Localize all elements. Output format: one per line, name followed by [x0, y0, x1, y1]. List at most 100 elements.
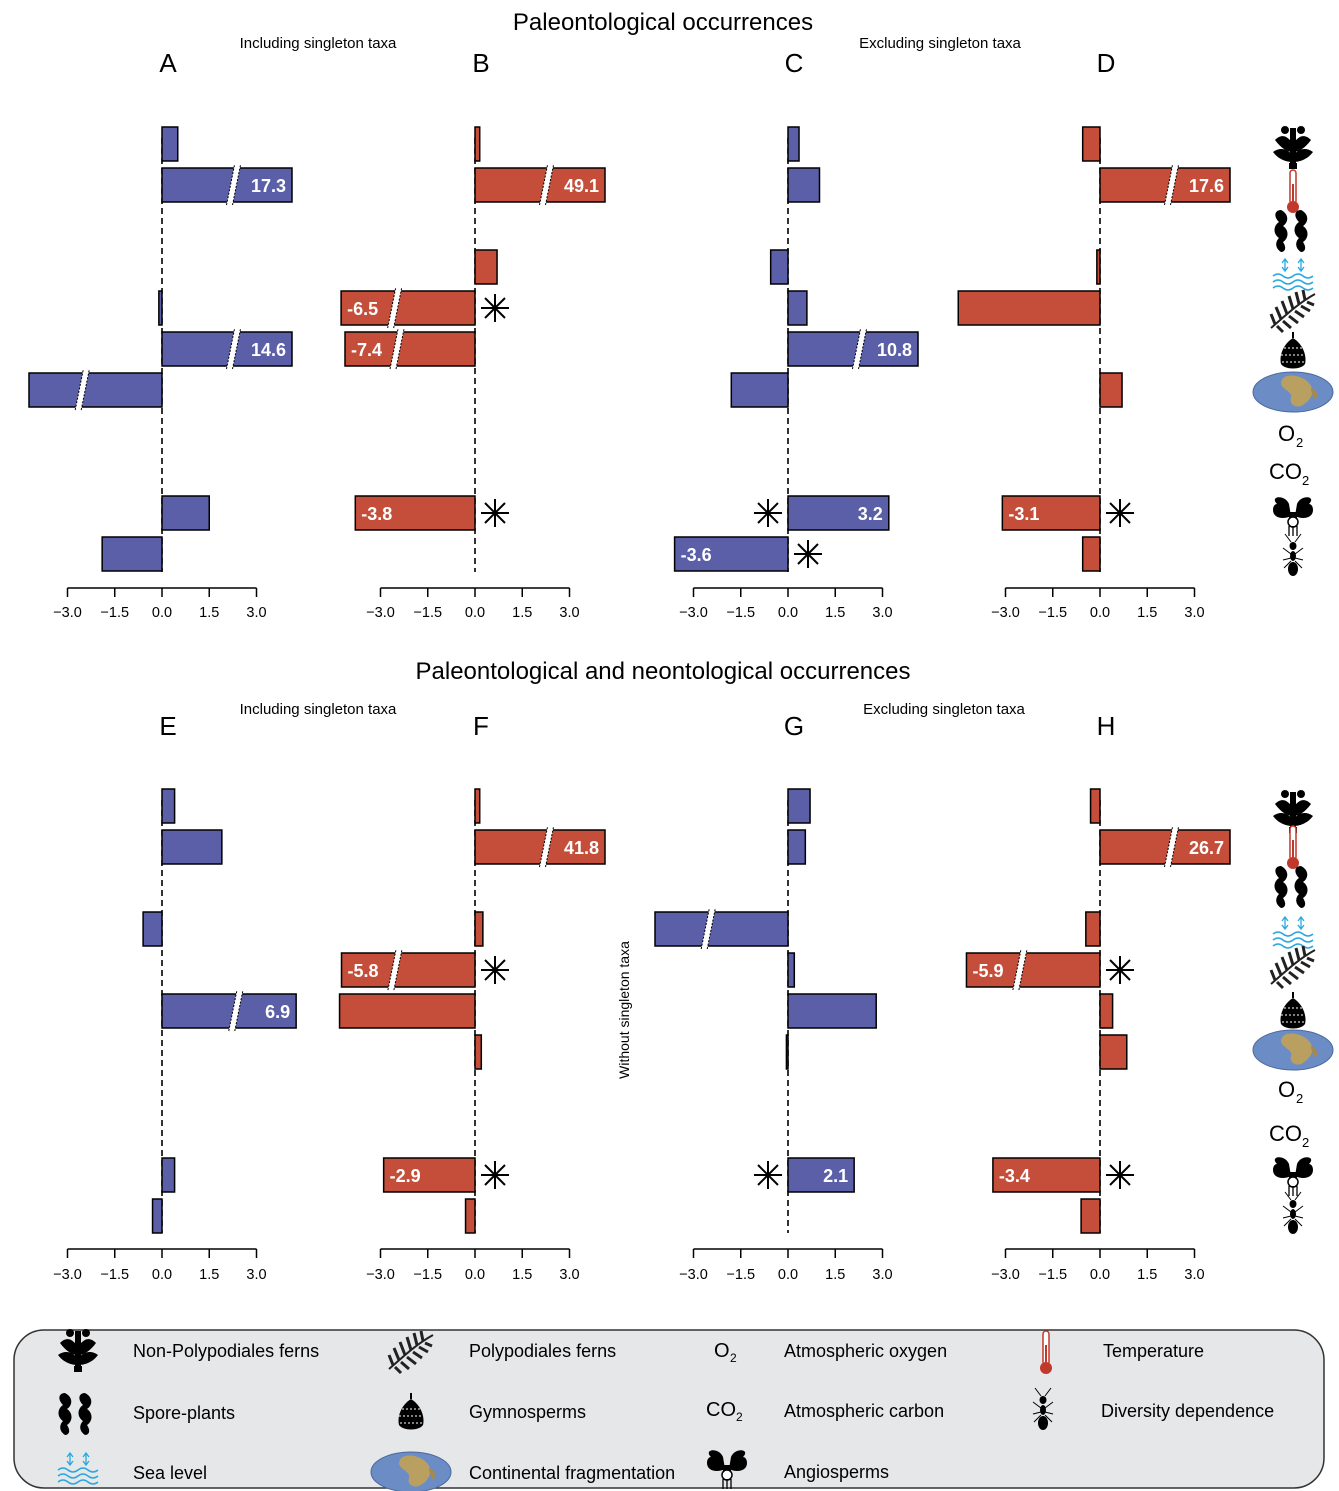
data-label: -3.1 [1008, 504, 1039, 524]
bar [1099, 167, 1231, 203]
bar [787, 495, 890, 531]
data-label: 49.1 [564, 176, 599, 196]
bar [161, 788, 176, 824]
bar [785, 1034, 789, 1070]
svg-text:2: 2 [736, 1410, 743, 1424]
panels-layer: A 17.3 14.6 −3.0 −1.5 0.0 1.5 3.0 B 49.1 -6.5 -7.4 -… [28, 48, 1231, 1283]
tick-label: 0.0 [778, 605, 798, 621]
svg-text:CO: CO [1269, 1121, 1302, 1146]
bar [1099, 993, 1114, 1029]
significance-star [753, 1160, 783, 1190]
bar [161, 1157, 176, 1193]
data-label: -3.8 [361, 504, 392, 524]
bar [1099, 1034, 1128, 1070]
flower-icon [1272, 496, 1314, 537]
significance-star [1105, 498, 1135, 528]
thermometer-icon [1286, 825, 1300, 870]
legend-label: Polypodiales ferns [469, 1341, 616, 1361]
bar [474, 788, 481, 824]
bar [965, 952, 1101, 988]
tick-label: 1.5 [199, 605, 219, 621]
tick-label: 3.0 [246, 605, 266, 621]
legend-label: Diversity dependence [1101, 1401, 1274, 1421]
bar [787, 331, 919, 367]
bar [142, 911, 163, 947]
bar [787, 829, 807, 865]
bar [28, 372, 163, 408]
tick-label: 1.5 [825, 605, 845, 621]
panel-g: G 2.1 −3.0 −1.5 0.0 1.5 3.0 [654, 711, 893, 1283]
globe-icon [1252, 1029, 1334, 1071]
tick-label: 0.0 [1090, 605, 1110, 621]
panel-letter: D [1097, 48, 1116, 78]
bar [382, 1157, 476, 1193]
panel-letter: A [159, 48, 177, 78]
bar [344, 331, 476, 367]
bar [957, 290, 1101, 326]
bar [151, 1198, 163, 1234]
legend-item: Diversity dependence [1032, 1387, 1274, 1431]
globe-icon [370, 1451, 452, 1491]
data-label: 14.6 [251, 340, 286, 360]
svg-text:CO: CO [706, 1399, 736, 1421]
bar [1099, 372, 1123, 408]
panel-letter: H [1097, 711, 1116, 741]
bar [787, 1157, 855, 1193]
svg-text:2: 2 [1302, 473, 1309, 488]
tick-label: 0.0 [152, 1267, 172, 1283]
data-label: 10.8 [877, 340, 912, 360]
top-subtitle-including: Including singleton taxa [240, 35, 397, 52]
data-label: -2.9 [390, 1166, 421, 1186]
tick-label: 0.0 [1090, 1267, 1110, 1283]
tick-label: 3.0 [1184, 1267, 1204, 1283]
bar [769, 249, 789, 285]
tick-label: −3.0 [679, 605, 708, 621]
bar [161, 829, 223, 865]
bar [654, 911, 789, 947]
tick-label: 0.0 [778, 1267, 798, 1283]
svg-text:2: 2 [1296, 435, 1303, 450]
tick-label: −3.0 [991, 1267, 1020, 1283]
svg-text:CO: CO [1269, 459, 1302, 484]
globe-icon [1252, 371, 1334, 413]
legend-item: Spore-plants [58, 1393, 235, 1435]
panel-d: D 17.6 -3.1 −3.0 −1.5 0.0 1.5 3.0 [957, 48, 1231, 621]
bar [1081, 126, 1101, 162]
tick-label: 3.0 [559, 605, 579, 621]
significance-star [1105, 955, 1135, 985]
tick-label: 0.0 [152, 605, 172, 621]
tick-label: 3.0 [1184, 605, 1204, 621]
panel-e: E 6.9 −3.0 −1.5 0.0 1.5 3.0 [53, 711, 297, 1283]
legend-item: Polypodiales ferns [387, 1329, 616, 1375]
bar [673, 536, 789, 572]
co2-icon: CO 2 [706, 1399, 743, 1424]
panel-letter: E [159, 711, 176, 741]
significance-star [480, 498, 510, 528]
ant-icon [1282, 533, 1304, 577]
tick-label: −1.5 [726, 1267, 755, 1283]
axis-break-gap [539, 164, 554, 206]
axis-break-gap [387, 949, 402, 991]
bar [161, 495, 210, 531]
data-label: 17.6 [1189, 176, 1224, 196]
data-label: -6.5 [347, 299, 378, 319]
top-title: Paleontological occurrences [513, 9, 813, 36]
significance-star [1105, 1160, 1135, 1190]
bar [1001, 495, 1101, 531]
bar [474, 829, 606, 865]
top-subtitle-excluding: Excluding singleton taxa [859, 35, 1021, 52]
data-label: 2.1 [823, 1166, 848, 1186]
bar [1089, 788, 1101, 824]
svg-text:O: O [714, 1340, 730, 1362]
bar [787, 952, 796, 988]
significance-star [753, 498, 783, 528]
significance-star [480, 955, 510, 985]
legend-item: O 2 Atmospheric oxygen [714, 1340, 947, 1365]
data-label: 17.3 [251, 176, 286, 196]
legend-label: Gymnosperms [469, 1402, 586, 1422]
svg-text:2: 2 [1302, 1135, 1309, 1150]
bar [474, 126, 481, 162]
svg-text:2: 2 [1296, 1091, 1303, 1106]
